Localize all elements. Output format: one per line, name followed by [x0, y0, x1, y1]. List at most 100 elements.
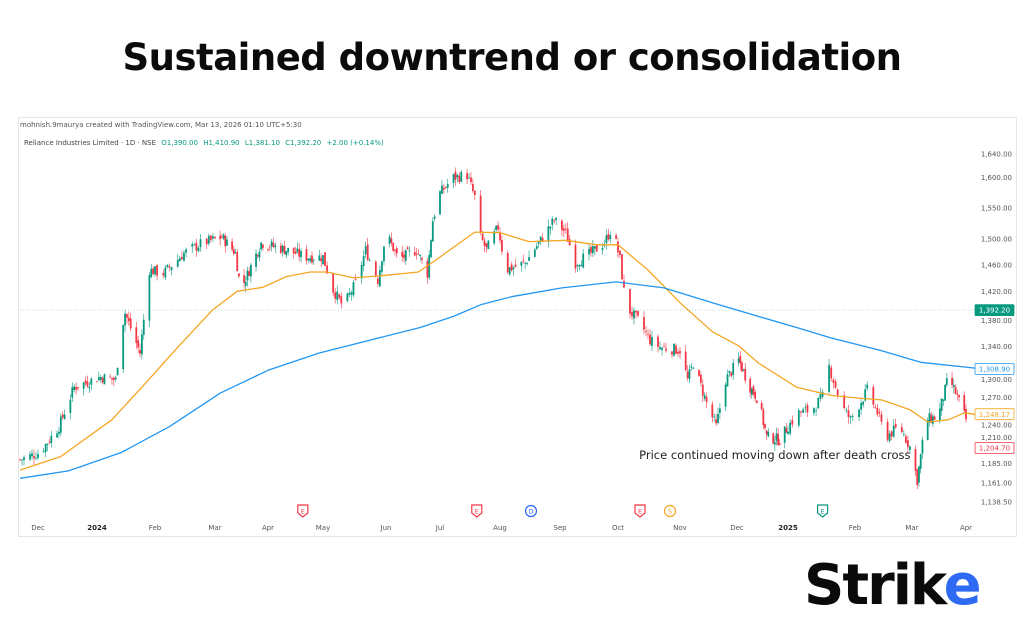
candle-body — [647, 333, 649, 335]
candle — [364, 241, 367, 259]
candle — [965, 404, 967, 423]
candle-body — [114, 377, 117, 380]
candle-body — [281, 245, 284, 252]
candle — [892, 419, 895, 438]
candle-body — [749, 378, 752, 393]
event-marker-D[interactable]: D — [524, 504, 538, 518]
candle-body — [232, 249, 235, 255]
event-marker-S[interactable]: S — [663, 504, 677, 518]
event-letter: D — [528, 508, 533, 516]
candle — [71, 382, 74, 402]
candle — [603, 239, 606, 248]
candle — [778, 438, 781, 446]
candle — [637, 310, 639, 318]
candle-body — [33, 455, 35, 459]
candle — [421, 256, 423, 264]
candle-body — [836, 389, 839, 396]
candle-body — [270, 241, 273, 247]
candle-body — [506, 252, 509, 273]
candle — [562, 224, 565, 238]
candle-body — [851, 416, 854, 417]
candle — [473, 190, 476, 201]
candle — [298, 243, 301, 262]
candle-body — [324, 252, 326, 266]
candle-body — [309, 258, 312, 262]
candle-body — [497, 225, 499, 230]
candle — [446, 178, 449, 193]
candle — [872, 385, 875, 409]
candle — [23, 455, 25, 466]
candle-body — [800, 411, 802, 413]
candle — [754, 389, 756, 402]
candle-body — [441, 185, 443, 194]
event-marker-E[interactable]: E — [471, 504, 483, 518]
candle-body — [185, 249, 187, 253]
candle — [671, 350, 673, 358]
candle — [320, 253, 323, 268]
candle-body — [493, 231, 496, 244]
candle — [928, 407, 931, 427]
candle — [617, 237, 619, 258]
candle-body — [724, 384, 727, 407]
x-tick-label: Mar — [208, 524, 221, 532]
candle — [555, 216, 558, 226]
candle — [804, 403, 807, 413]
candle-body — [711, 404, 714, 418]
candle — [238, 272, 240, 279]
candle-body — [340, 296, 343, 304]
candle-body — [730, 372, 733, 376]
candle — [75, 382, 77, 395]
candle — [802, 407, 805, 413]
candle-body — [401, 251, 404, 257]
candle — [789, 419, 792, 436]
x-tick-label: May — [316, 524, 330, 532]
candle-body — [220, 237, 223, 238]
candle-body — [207, 235, 210, 244]
event-marker-E[interactable]: E — [816, 504, 829, 518]
candle — [772, 432, 775, 445]
candle-body — [945, 378, 948, 385]
candle — [752, 385, 755, 397]
candle — [338, 293, 341, 300]
candle — [487, 239, 490, 250]
candle — [19, 458, 21, 462]
candle — [236, 249, 239, 272]
candle-body — [919, 454, 922, 469]
candle-body — [834, 381, 837, 388]
candle — [272, 237, 275, 249]
x-tick-label: Sep — [553, 524, 567, 532]
candle — [279, 242, 282, 255]
candle-body — [360, 265, 363, 279]
candle-body — [649, 334, 651, 345]
ma-long-line — [19, 281, 976, 479]
candle — [69, 393, 72, 420]
candle — [765, 430, 768, 441]
candle — [755, 400, 758, 404]
candle — [907, 435, 909, 454]
candle — [749, 376, 752, 398]
candle — [366, 237, 369, 261]
candle — [956, 389, 959, 401]
candle-body — [44, 444, 47, 453]
candle-body — [578, 265, 581, 267]
candle — [591, 239, 594, 258]
candle — [940, 398, 943, 416]
candle — [292, 247, 295, 259]
low-value: L1,381.10 — [244, 139, 280, 147]
candle — [777, 428, 780, 447]
event-marker-E[interactable]: E — [297, 504, 309, 518]
y-tick-label: 1,240.00 — [981, 421, 1012, 429]
candle-body — [164, 267, 167, 278]
event-marker-E[interactable]: E — [634, 504, 646, 518]
candle — [470, 172, 472, 185]
candle — [48, 438, 51, 445]
candle-body — [942, 399, 945, 401]
candle-body — [63, 414, 66, 419]
candle-body — [907, 440, 909, 448]
candle-body — [843, 395, 846, 409]
candle — [139, 343, 141, 358]
candle — [231, 238, 233, 252]
candle — [737, 352, 740, 367]
candle — [744, 363, 747, 384]
